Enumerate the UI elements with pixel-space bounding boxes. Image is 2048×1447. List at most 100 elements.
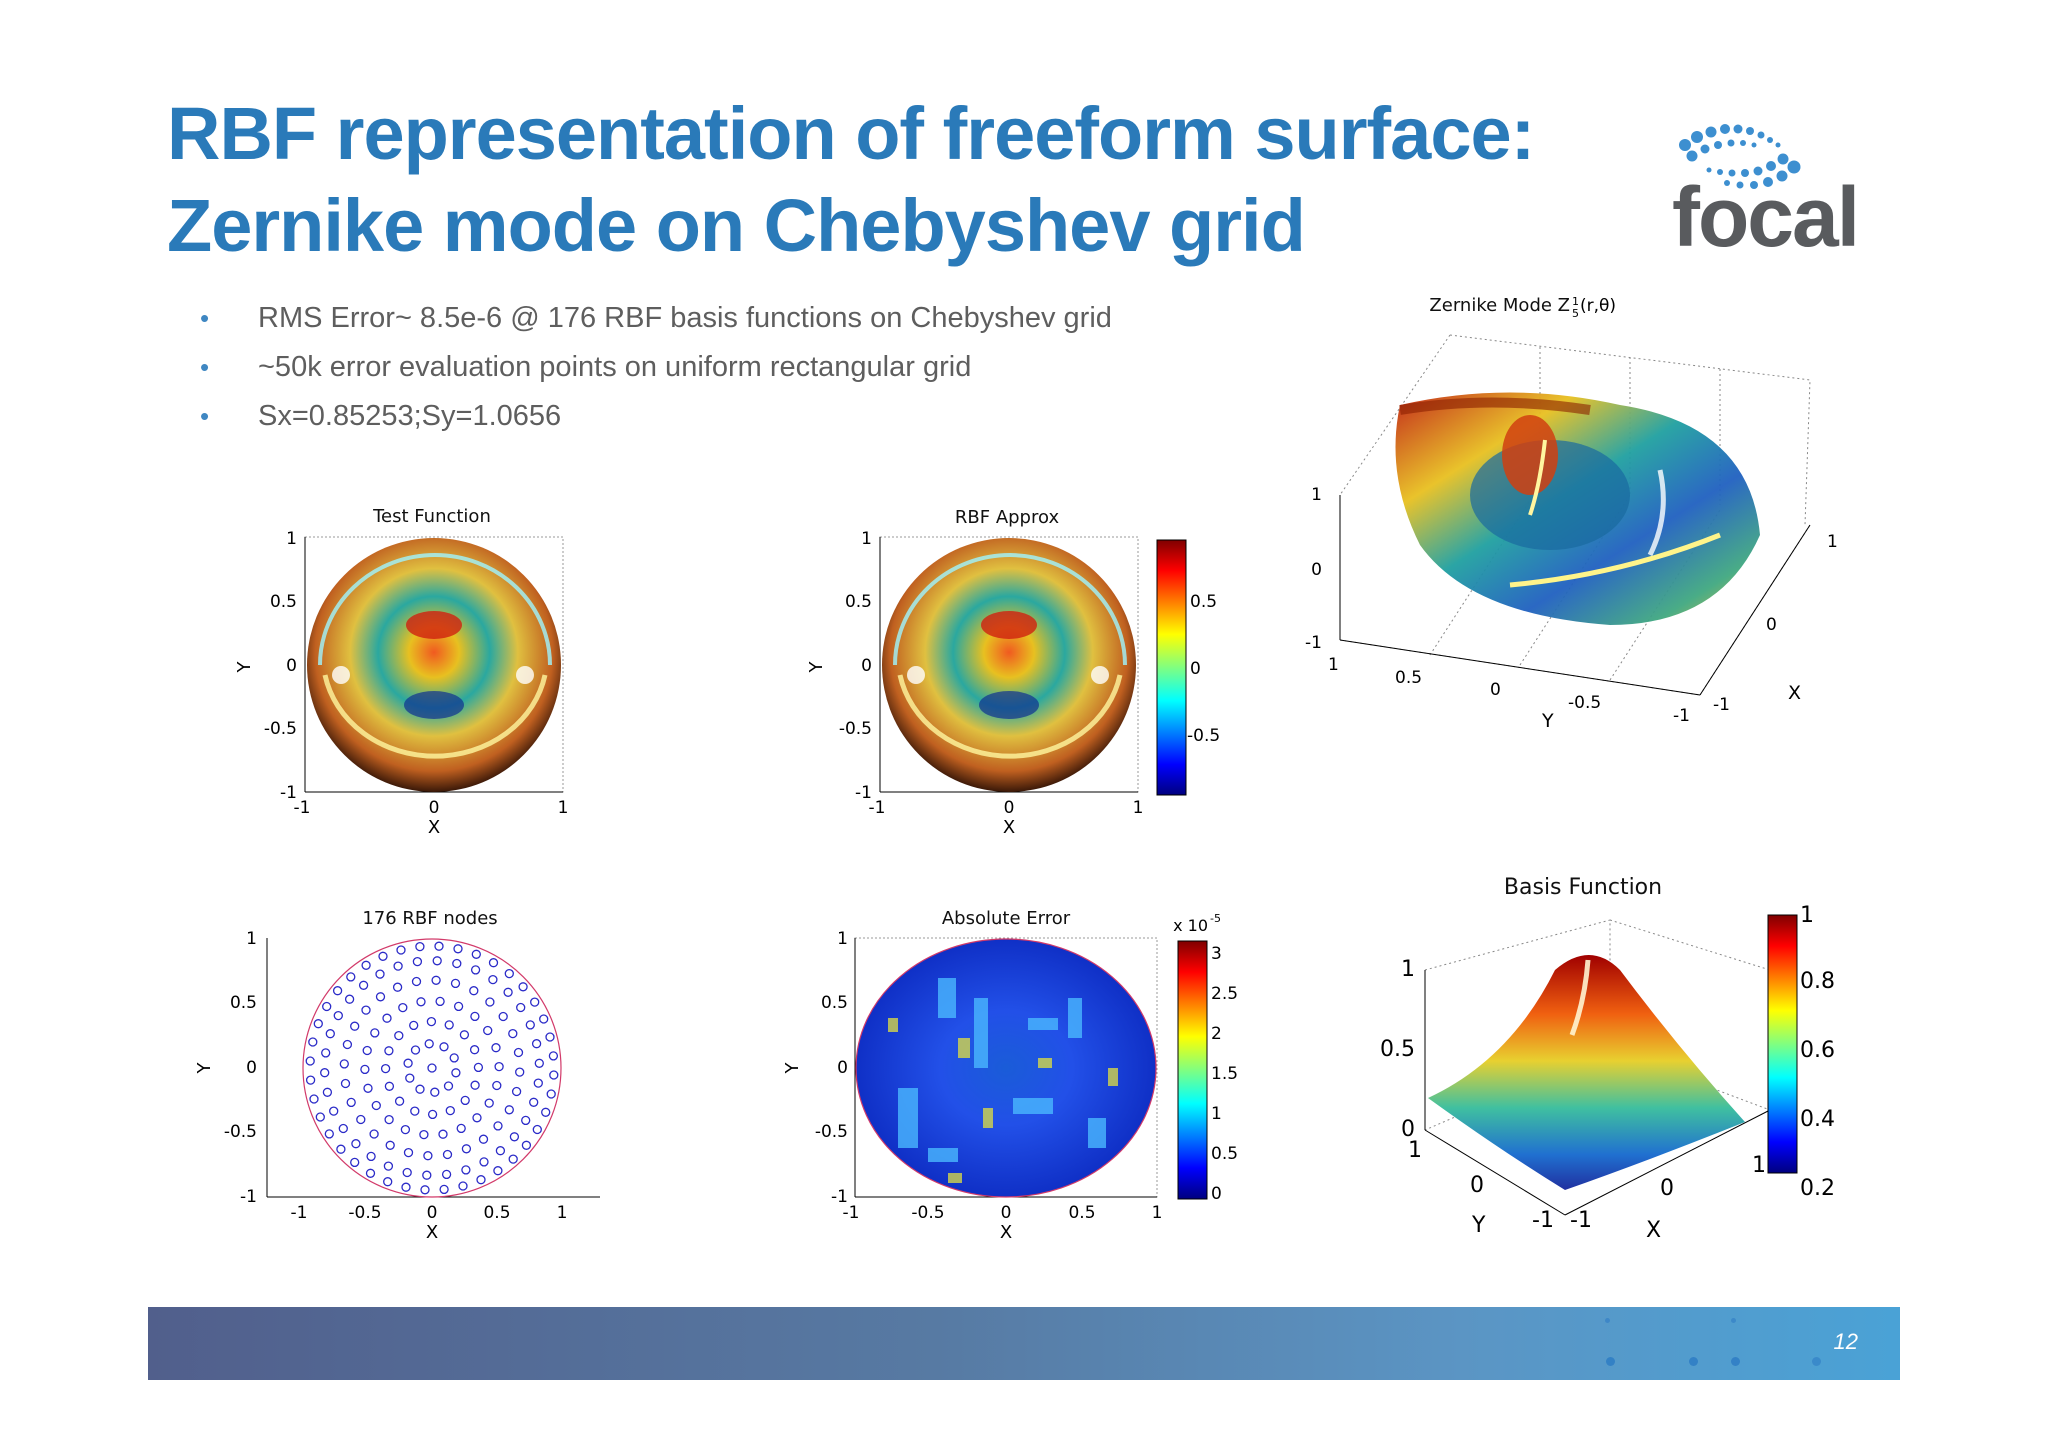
x-axis-label: X [428,817,440,838]
rbf-node [521,1140,532,1150]
y-tick: 0.5 [230,993,257,1013]
rbf-node [308,1037,318,1047]
z-tick: -1 [1305,633,1322,653]
z-tick: 0 [1311,560,1322,580]
rbf-node [361,960,371,970]
plot-title: Zernike Mode Z [1429,295,1570,316]
rbf-node [488,974,498,985]
x-tick: 0.5 [1068,1203,1095,1223]
rbf-node [508,1154,518,1164]
rbf-node [483,1025,493,1036]
y-axis-label: Y [234,661,255,674]
rbf-node [320,1068,330,1078]
rbf-node [332,986,343,996]
rbf-node [533,1078,543,1088]
x-tick: 1 [1827,532,1838,552]
x-tick: 0 [1001,1203,1012,1223]
y-tick: -1 [1532,1208,1554,1233]
rbf-node [430,1087,440,1097]
y-tick: 0 [1470,1173,1484,1198]
rbf-node [478,1134,489,1144]
y-tick: 0.5 [1395,668,1422,688]
rbf-node [493,1121,503,1131]
x-tick: 1 [557,1203,568,1223]
rbf-node [453,944,463,954]
logo-text: focal [1672,170,1860,264]
rbf-node [443,1081,454,1091]
rbf-node [484,1098,494,1108]
y-tick: -1 [855,783,872,803]
y-tick: 0 [861,656,872,676]
y-tick: -0.5 [264,719,297,739]
colorbar-tick: 0.5 [1190,592,1217,612]
rbf-node [401,1182,411,1192]
rbf-node [441,1169,452,1180]
colorbar-tick: 1.5 [1211,1064,1238,1084]
colorbar-tick: 0.6 [1800,1038,1835,1063]
rbf-node [369,1129,379,1139]
x-axis-label: X [426,1222,438,1243]
y-tick: 0 [837,1058,848,1078]
colorbar-tick: 0 [1211,1184,1222,1204]
x-tick: -1 [1713,695,1730,715]
rbf-node [366,1151,376,1162]
bullet-item: Sx=0.85253;Sy=1.0656 [200,392,1112,441]
x-tick: -1 [869,798,886,818]
rbf-node [451,1068,461,1078]
rbf-node [449,1053,459,1063]
z-tick: 0 [1401,1117,1415,1142]
rbf-node-markers [305,941,559,1195]
x-tick: 0 [1004,798,1015,818]
y-tick: 1 [1328,655,1339,675]
rbf-node [383,1161,394,1171]
rbf-node [325,1029,335,1039]
rbf-node [350,1021,360,1031]
y-tick: -1 [1673,706,1690,726]
rbf-node [511,1086,522,1097]
rbf-node [409,1020,419,1031]
rbf-node [322,1001,332,1012]
colorbar-tick: 2 [1211,1024,1222,1044]
colorbar [1156,539,1187,796]
rbf-node [415,1084,425,1094]
rbf-node [534,1058,544,1068]
rbf-node [321,1048,331,1058]
y-tick: -1 [280,783,297,803]
y-tick: 1 [286,529,297,549]
rbf-node [400,1124,411,1135]
rbf-node [338,1123,348,1134]
y-tick: 0.5 [845,592,872,612]
rbf-node [380,1063,391,1074]
footer-bar: 12 [148,1307,1900,1380]
rbf-node [509,1132,520,1142]
rbf-node [531,1039,542,1049]
rbf-node [411,976,422,987]
rbf-approx-plot: RBF Approx 0.5 0 -0.5 1 0.5 0 -0.5 -1 -1… [800,495,1230,845]
colorbar-tick: 0 [1190,659,1201,679]
x-tick: 0 [429,798,440,818]
rbf-node [424,1039,434,1049]
rbf-node [470,965,481,975]
x-tick: 0 [1660,1176,1674,1201]
rbf-node [438,1129,448,1139]
rbf-node [383,1177,393,1187]
rbf-node [521,1115,531,1126]
rbf-node [419,1129,429,1140]
rbf-node [492,1080,502,1091]
rbf-node [504,1105,514,1115]
rbf-node [394,1096,405,1106]
x-tick: -0.5 [911,1203,944,1223]
y-axis-label: Y [806,661,827,674]
rbf-node [493,1166,503,1176]
basis-function-3d-plot: Basis Function 1 0.8 0.6 0.4 0.2 1 0.5 0… [1360,860,1880,1260]
rbf-node [422,1170,432,1180]
x-tick: -1 [294,798,311,818]
rbf-node [472,1113,482,1123]
rbf-node [470,1011,480,1022]
x-tick: 1 [558,798,569,818]
rbf-node [503,987,513,997]
rbf-node [410,1106,420,1116]
rbf-node [498,1011,508,1022]
rbf-node [393,961,403,971]
rbf-node [416,997,426,1007]
